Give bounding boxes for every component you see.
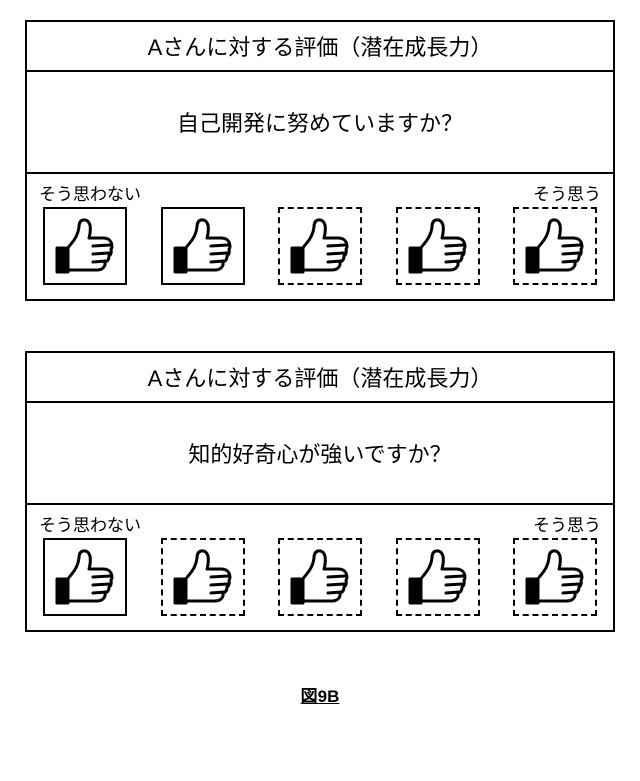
rating-option[interactable] [396, 538, 480, 616]
panel-header: Aさんに対する評価（潜在成長力） [27, 22, 613, 72]
figure-label: 図9B [25, 682, 615, 707]
scale-label-left: そう思わない [39, 180, 141, 205]
scale-labels: そう思わない そう思う [37, 180, 603, 205]
thumbs-up-icon [406, 216, 470, 276]
panel-header: Aさんに対する評価（潜在成長力） [27, 353, 613, 403]
rating-option[interactable] [396, 207, 480, 285]
scale-labels: そう思わない そう思う [37, 511, 603, 536]
scale-label-right: そう思う [533, 180, 601, 205]
rating-option[interactable] [43, 207, 127, 285]
thumbs-up-icon [523, 547, 587, 607]
rating-scale: そう思わない そう思う [27, 174, 613, 299]
thumbs-up-icon [406, 547, 470, 607]
rating-panel: Aさんに対する評価（潜在成長力）自己開発に努めていますか？ そう思わない そう思う [25, 20, 615, 301]
scale-label-left: そう思わない [39, 511, 141, 536]
rating-option[interactable] [513, 207, 597, 285]
rating-scale: そう思わない そう思う [27, 505, 613, 630]
thumbs-row [37, 538, 603, 616]
rating-option[interactable] [43, 538, 127, 616]
thumbs-up-icon [171, 216, 235, 276]
rating-option[interactable] [278, 207, 362, 285]
rating-option[interactable] [161, 538, 245, 616]
thumbs-up-icon [288, 547, 352, 607]
thumbs-up-icon [523, 216, 587, 276]
scale-label-right: そう思う [533, 511, 601, 536]
panel-question: 知的好奇心が強いですか？ [27, 403, 613, 505]
thumbs-row [37, 207, 603, 285]
thumbs-up-icon [53, 216, 117, 276]
rating-option[interactable] [161, 207, 245, 285]
rating-panel: Aさんに対する評価（潜在成長力）知的好奇心が強いですか？ そう思わない そう思う [25, 351, 615, 632]
thumbs-up-icon [288, 216, 352, 276]
rating-option[interactable] [278, 538, 362, 616]
thumbs-up-icon [53, 547, 117, 607]
rating-option[interactable] [513, 538, 597, 616]
panel-question: 自己開発に努めていますか？ [27, 72, 613, 174]
thumbs-up-icon [171, 547, 235, 607]
panels-container: Aさんに対する評価（潜在成長力）自己開発に努めていますか？そう思わないそう思う [25, 20, 615, 632]
